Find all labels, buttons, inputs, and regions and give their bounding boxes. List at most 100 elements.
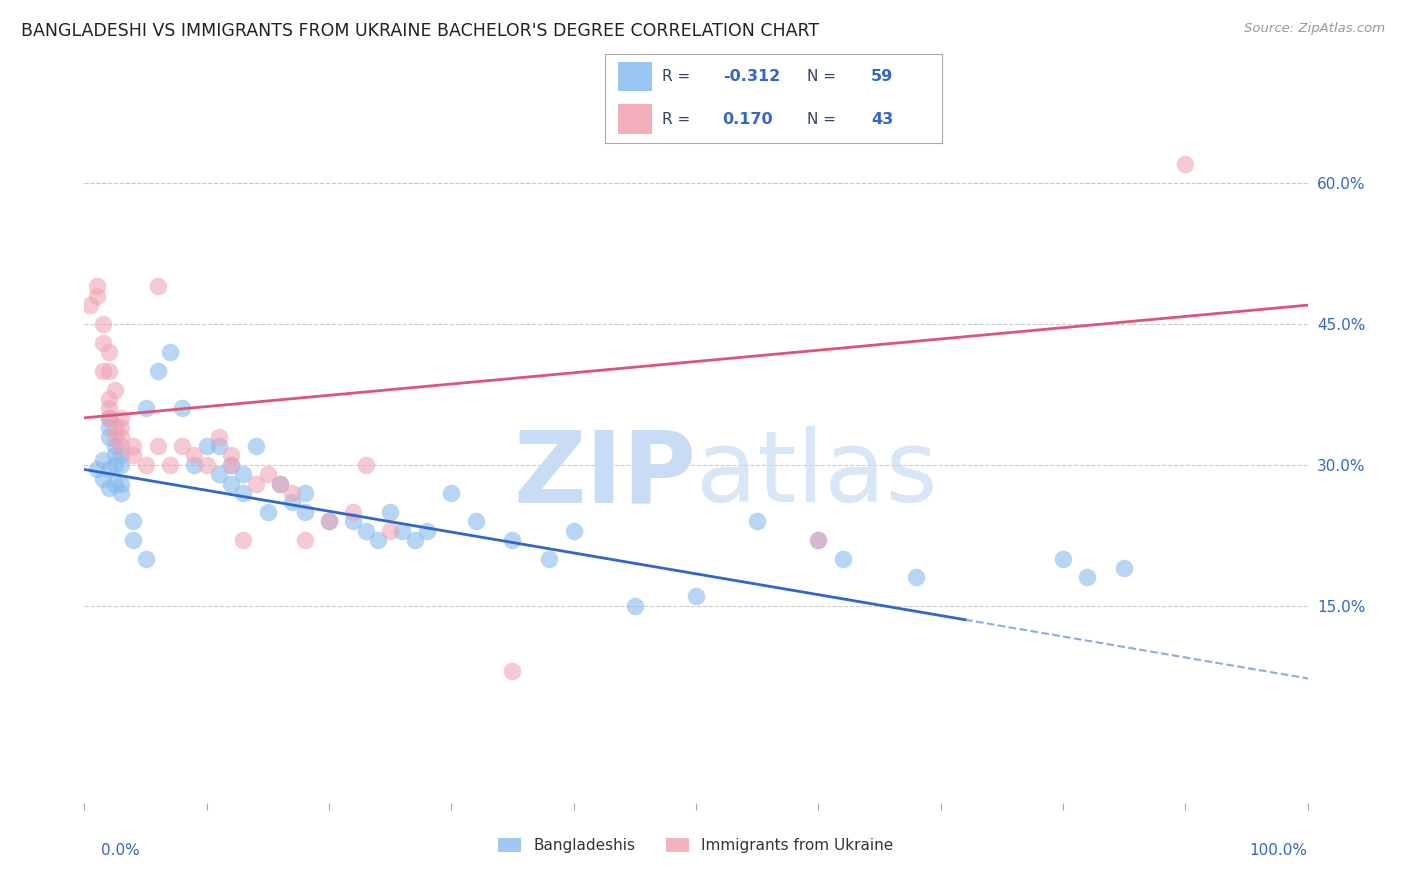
Point	[146, 439, 169, 453]
Point	[538, 551, 561, 566]
Point	[354, 524, 377, 538]
Point	[86, 462, 108, 476]
Point	[104, 429, 127, 443]
Point	[807, 533, 830, 547]
Point	[219, 449, 242, 463]
Text: N =: N =	[807, 69, 841, 84]
Point	[104, 439, 127, 453]
Point	[104, 420, 127, 434]
Point	[416, 524, 439, 538]
Point	[1114, 561, 1136, 575]
Point	[318, 514, 340, 528]
Text: 59: 59	[872, 69, 893, 84]
Text: 43: 43	[872, 112, 893, 127]
Point	[97, 410, 120, 425]
Point	[91, 472, 114, 486]
Bar	[619, 104, 652, 134]
Point	[97, 429, 120, 443]
Point	[219, 476, 242, 491]
Point	[122, 449, 145, 463]
Point	[97, 364, 120, 378]
Legend: Bangladeshis, Immigrants from Ukraine: Bangladeshis, Immigrants from Ukraine	[492, 832, 900, 859]
Point	[342, 505, 364, 519]
Point	[281, 486, 304, 500]
Point	[195, 458, 218, 472]
Point	[208, 429, 231, 443]
Point	[97, 420, 120, 434]
Point	[208, 467, 231, 482]
Point	[807, 533, 830, 547]
Point	[294, 505, 316, 519]
Text: ZIP: ZIP	[513, 426, 696, 523]
Point	[97, 401, 120, 416]
Point	[104, 458, 127, 472]
Point	[97, 481, 120, 495]
Point	[183, 449, 205, 463]
Text: -0.312: -0.312	[723, 69, 780, 84]
Text: R =: R =	[662, 112, 695, 127]
Point	[122, 533, 145, 547]
Point	[685, 589, 707, 603]
Point	[86, 289, 108, 303]
Text: atlas: atlas	[696, 426, 938, 523]
Point	[146, 364, 169, 378]
Point	[110, 476, 132, 491]
Point	[257, 505, 280, 519]
Point	[110, 439, 132, 453]
Point	[146, 279, 169, 293]
Point	[269, 476, 291, 491]
Point	[135, 458, 157, 472]
Point	[747, 514, 769, 528]
Point	[232, 467, 254, 482]
Point	[122, 514, 145, 528]
Point	[97, 392, 120, 406]
Text: 100.0%: 100.0%	[1250, 843, 1308, 858]
Point	[91, 364, 114, 378]
Point	[135, 551, 157, 566]
Point	[562, 524, 585, 538]
Point	[110, 486, 132, 500]
Point	[232, 486, 254, 500]
Point	[269, 476, 291, 491]
Point	[97, 410, 120, 425]
Point	[104, 383, 127, 397]
Point	[110, 429, 132, 443]
Point	[245, 476, 267, 491]
Point	[159, 345, 181, 359]
Point	[97, 345, 120, 359]
Point	[110, 458, 132, 472]
Point	[404, 533, 426, 547]
Point	[91, 317, 114, 331]
Point	[1076, 570, 1098, 584]
Point	[183, 458, 205, 472]
Point	[172, 439, 194, 453]
Point	[318, 514, 340, 528]
Point	[104, 476, 127, 491]
Point	[79, 298, 101, 312]
Point	[91, 453, 114, 467]
Text: Source: ZipAtlas.com: Source: ZipAtlas.com	[1244, 22, 1385, 36]
Point	[624, 599, 647, 613]
Point	[1174, 157, 1197, 171]
Point	[91, 335, 114, 350]
Point	[104, 449, 127, 463]
Point	[97, 462, 120, 476]
Point	[342, 514, 364, 528]
Point	[380, 524, 402, 538]
Point	[831, 551, 853, 566]
Text: N =: N =	[807, 112, 841, 127]
Point	[281, 495, 304, 509]
Point	[86, 279, 108, 293]
Point	[502, 533, 524, 547]
Point	[110, 420, 132, 434]
Point	[294, 533, 316, 547]
Point	[232, 533, 254, 547]
Bar	[619, 62, 652, 91]
Point	[294, 486, 316, 500]
Text: 0.170: 0.170	[723, 112, 773, 127]
Point	[391, 524, 413, 538]
Point	[159, 458, 181, 472]
Point	[440, 486, 463, 500]
Point	[219, 458, 242, 472]
Point	[195, 439, 218, 453]
